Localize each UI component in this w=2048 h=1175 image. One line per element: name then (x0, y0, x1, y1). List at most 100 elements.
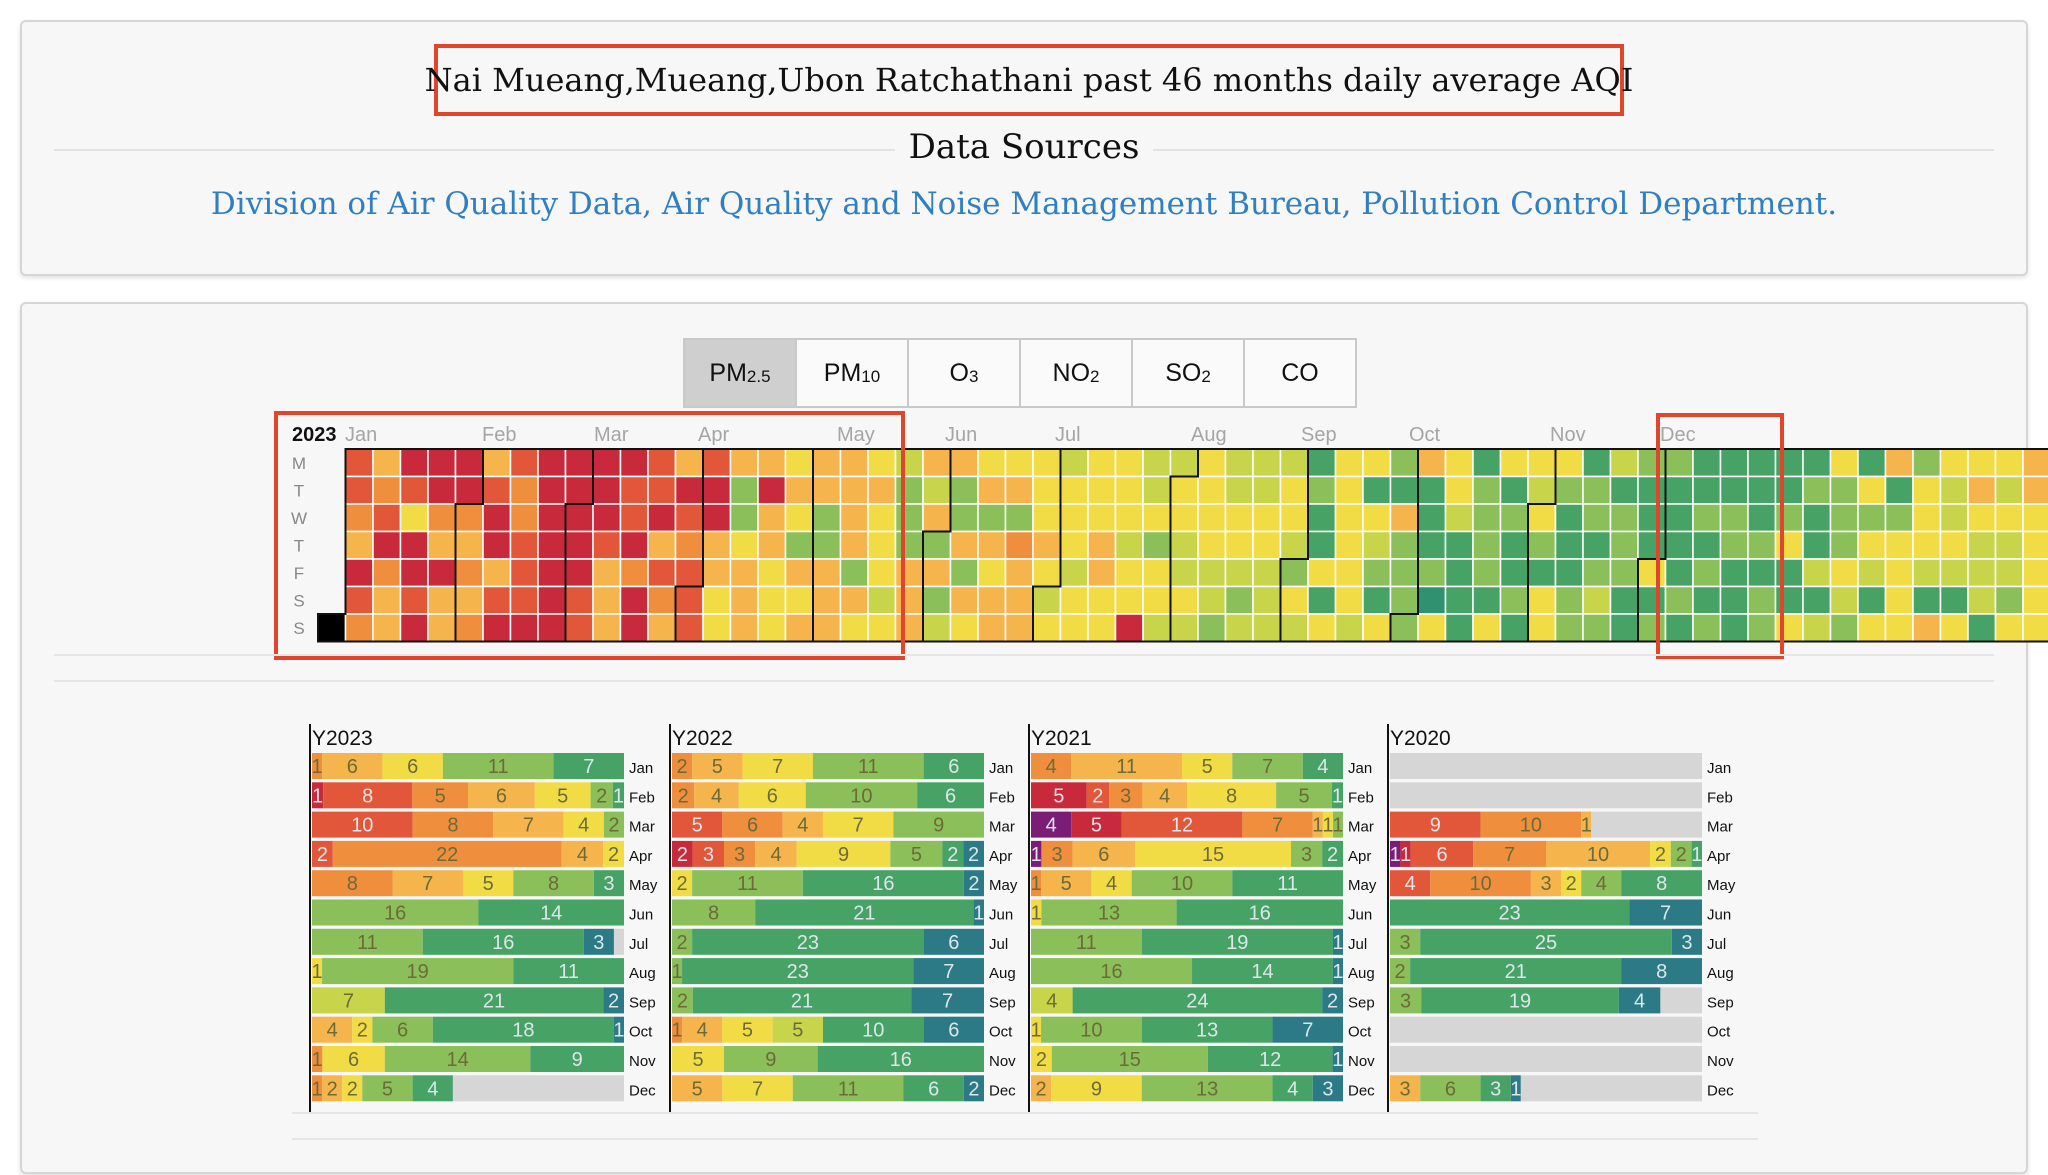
month-boundary (1169, 449, 1199, 642)
bar-count-label: 4 (1159, 785, 1170, 807)
day-cell (482, 530, 512, 560)
day-cell (2022, 448, 2048, 478)
day-cell (1912, 503, 1942, 533)
bar-count-label: 8 (708, 903, 719, 925)
bar-count-label: 16 (492, 932, 514, 954)
bar-segment (1312, 1075, 1343, 1102)
day-cell (1059, 558, 1089, 588)
bar-month-label: Nov (1348, 1053, 1375, 1070)
day-cell (1692, 613, 1722, 643)
day-cell (839, 475, 869, 505)
bar-segment (312, 811, 413, 838)
bar-count-label: 13 (1196, 1020, 1218, 1042)
day-cell (1279, 475, 1309, 505)
day-cell (1554, 585, 1584, 615)
bar-count-label: 3 (1400, 990, 1411, 1012)
day-cell (1032, 503, 1062, 533)
day-cell (1197, 503, 1227, 533)
bar-count-label: 8 (447, 815, 458, 837)
bar-segment (312, 840, 333, 867)
day-cell (1499, 503, 1529, 533)
day-cell (1004, 585, 1034, 615)
day-cell (1527, 613, 1557, 643)
bar-count-label: 8 (1226, 785, 1237, 807)
tab-pm10[interactable]: PM 10 (795, 338, 909, 408)
bar-segment (1530, 870, 1562, 897)
bar-month-label: Mar (1707, 819, 1733, 836)
day-cell (1087, 613, 1117, 643)
bar-segment (1051, 1046, 1208, 1072)
day-cell (1527, 558, 1557, 588)
bar-count-label: 3 (593, 932, 604, 954)
day-cell (537, 613, 567, 643)
month-boundary (1279, 449, 1309, 642)
bar-segment (1390, 870, 1431, 897)
bar-count-label: 4 (577, 844, 588, 866)
bar-segment (724, 1046, 818, 1072)
day-cell (1637, 613, 1667, 643)
day-cell (1747, 475, 1777, 505)
day-cell (1582, 530, 1612, 560)
day-cell (1279, 585, 1309, 615)
bar-segment (513, 870, 594, 897)
day-cell (729, 475, 759, 505)
day-cell (1664, 475, 1694, 505)
day-cell (977, 613, 1007, 643)
day-cell (894, 613, 924, 643)
tab-so2[interactable]: SO 2 (1131, 338, 1245, 408)
bar-segment (462, 870, 514, 897)
day-cell (1307, 503, 1337, 533)
day-cell (564, 585, 594, 615)
bar-count-label: 1 (1031, 903, 1042, 925)
bar-count-label: 21 (791, 990, 813, 1012)
day-cell (1664, 530, 1694, 560)
bar-segment (1390, 811, 1481, 838)
bar-count-label: 25 (1535, 932, 1557, 954)
day-cell (1142, 530, 1172, 560)
day-cell (1252, 585, 1282, 615)
tab-pm25[interactable]: PM 2.5 (683, 338, 797, 408)
bar-count-label: 2 (357, 1020, 368, 1042)
day-cell (949, 503, 979, 533)
bar-segment (1322, 987, 1343, 1014)
bar-count-label: 10 (1469, 873, 1491, 895)
bar-segment (755, 840, 797, 867)
bar-segment (1390, 1075, 1421, 1102)
bar-segment (590, 782, 613, 809)
day-cell (1582, 558, 1612, 588)
bar-count-label: 4 (578, 815, 589, 837)
weekday-label: W (291, 509, 307, 528)
bar-segment (1041, 1016, 1142, 1043)
bar-count-label: 9 (838, 844, 849, 866)
bar-segment (692, 928, 924, 955)
tab-label: PM (709, 358, 747, 387)
bar-segment (822, 811, 894, 838)
bar-month-label: Aug (989, 965, 1016, 982)
bar-segment (692, 840, 724, 867)
tab-co[interactable]: CO (1243, 338, 1357, 408)
bar-count-label: 9 (572, 1049, 583, 1071)
bar-count-label: 8 (362, 785, 373, 807)
bar-segment (1142, 782, 1187, 809)
bar-count-label: 1 (1691, 844, 1702, 866)
day-cell (619, 448, 649, 478)
day-cell (1719, 448, 1749, 478)
bar-count-label: 4 (327, 1020, 338, 1042)
bar-segment (312, 753, 323, 779)
tab-no2[interactable]: NO 2 (1019, 338, 1133, 408)
day-cell (1857, 585, 1887, 615)
source-link[interactable]: Division of Air Quality Data, Air Qualit… (210, 186, 1838, 222)
day-cell (812, 530, 842, 560)
bar-segment (1400, 840, 1411, 867)
bar-segment (312, 782, 324, 809)
day-cell (1087, 475, 1117, 505)
bar-segment (322, 958, 514, 985)
bar-count-label: 10 (1080, 1020, 1102, 1042)
day-cell (564, 448, 594, 478)
bar-count-label: 7 (853, 815, 864, 837)
bar-month-label: Sep (989, 994, 1016, 1011)
day-cell (867, 448, 897, 478)
day-cell (564, 613, 594, 643)
